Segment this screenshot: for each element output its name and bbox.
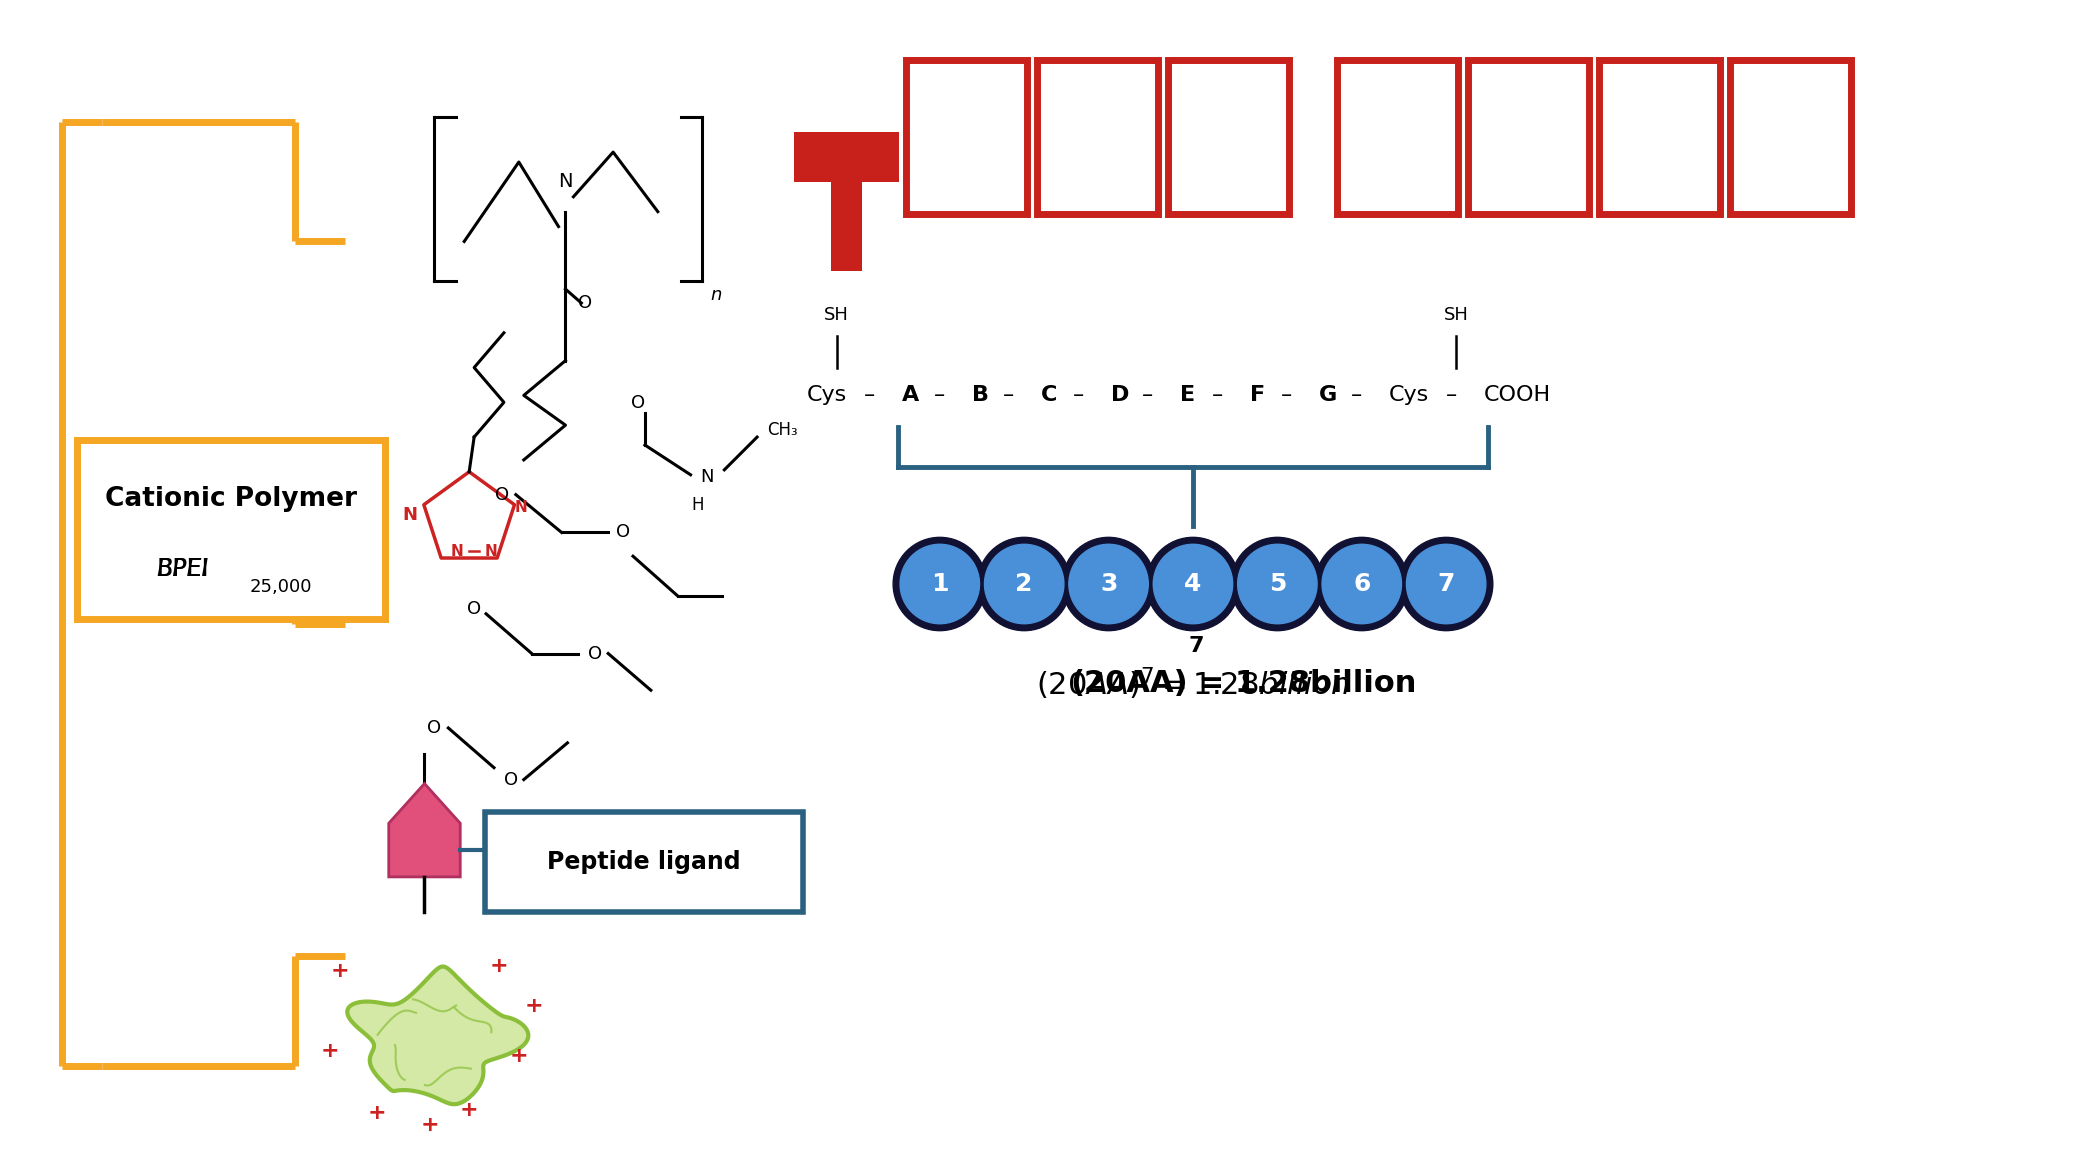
Text: n: n [710,286,722,304]
Text: +: + [368,1104,386,1123]
Text: –: – [1004,386,1014,406]
Text: O: O [428,719,441,736]
Circle shape [901,545,979,624]
Text: –: – [1212,386,1222,406]
Circle shape [1323,545,1401,624]
Text: +: + [420,1115,439,1135]
Circle shape [1153,545,1233,624]
Text: O: O [504,770,519,789]
Text: 25,000: 25,000 [250,577,311,595]
Polygon shape [388,783,460,877]
Text: N: N [401,505,418,524]
Text: –: – [1350,386,1363,406]
Text: +: + [489,956,508,976]
Text: Cys: Cys [806,386,846,406]
FancyBboxPatch shape [905,61,1027,214]
Circle shape [1069,545,1149,624]
Circle shape [976,538,1071,630]
FancyBboxPatch shape [1730,61,1852,214]
Text: –: – [934,386,945,406]
Text: E: E [1180,386,1195,406]
Text: +: + [332,961,349,981]
Text: O: O [578,295,592,312]
Bar [832,182,863,271]
FancyBboxPatch shape [1598,61,1720,214]
Text: –: – [865,386,876,406]
Text: O: O [466,600,481,618]
Text: G: G [1319,386,1338,406]
FancyBboxPatch shape [1468,61,1590,214]
Text: = 1.28billion: = 1.28billion [1189,669,1415,698]
Circle shape [1315,538,1409,630]
Polygon shape [346,967,529,1105]
Text: B: B [972,386,989,406]
Circle shape [1237,545,1317,624]
Text: BPEI: BPEI [158,556,210,581]
Text: –: – [1142,386,1153,406]
FancyBboxPatch shape [1168,61,1289,214]
Text: H: H [691,496,704,513]
Text: O: O [615,524,630,541]
Text: C: C [1042,386,1058,406]
Text: 3: 3 [1100,572,1117,596]
Text: O: O [496,485,508,504]
Circle shape [1407,545,1487,624]
Text: A: A [903,386,920,406]
Text: +: + [321,1040,340,1060]
Text: +: + [460,1100,479,1120]
Text: +: + [510,1045,527,1066]
Text: Cationic Polymer: Cationic Polymer [105,486,357,512]
Text: (20AA): (20AA) [1071,669,1189,698]
FancyBboxPatch shape [485,812,802,912]
Text: O: O [630,394,645,413]
Text: 5: 5 [1268,572,1285,596]
Text: COOH: COOH [1485,386,1552,406]
Text: –: – [1073,386,1084,406]
Text: 1: 1 [930,572,949,596]
FancyBboxPatch shape [1037,61,1159,214]
Text: SH: SH [823,306,848,324]
Text: N: N [514,500,527,516]
Text: SH: SH [1443,306,1468,324]
FancyBboxPatch shape [1338,61,1457,214]
Text: –: – [1281,386,1294,406]
Text: N: N [559,172,573,192]
Text: $(20AA)^7 = 1.28billion$: $(20AA)^7 = 1.28billion$ [1035,665,1350,701]
Circle shape [1231,538,1323,630]
Text: D: D [1111,386,1130,406]
Text: 6: 6 [1352,572,1371,596]
Text: CH₃: CH₃ [766,421,798,440]
Text: Cys: Cys [1388,386,1428,406]
Text: –: – [1447,386,1457,406]
Circle shape [985,545,1065,624]
Circle shape [1399,538,1493,630]
Circle shape [1147,538,1239,630]
Text: Peptide ligand: Peptide ligand [548,850,741,874]
Bar [794,132,899,182]
Text: 7: 7 [1189,636,1203,656]
Text: BPEI: BPEI [155,556,210,581]
Text: N: N [452,544,464,559]
Text: O: O [588,644,603,663]
Circle shape [1063,538,1155,630]
Text: 2: 2 [1016,572,1033,596]
Circle shape [892,538,987,630]
Text: F: F [1250,386,1264,406]
FancyBboxPatch shape [78,440,384,618]
Text: N: N [485,544,498,559]
Text: N: N [701,468,714,486]
Text: 7: 7 [1438,572,1455,596]
Text: 4: 4 [1184,572,1201,596]
Text: +: + [525,996,544,1016]
